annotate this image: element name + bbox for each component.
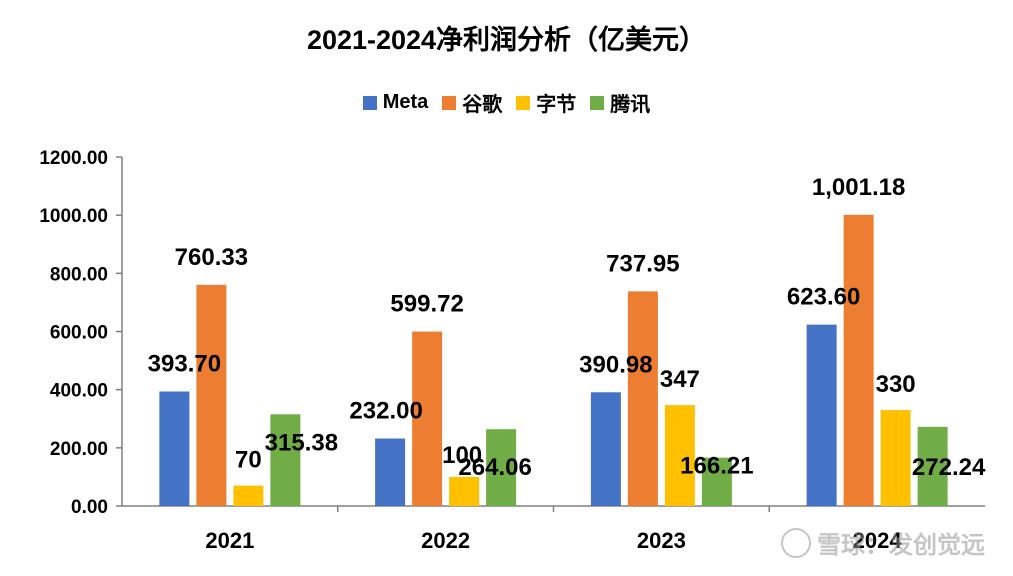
chart-title: 2021-2024净利润分析（亿美元）: [306, 25, 707, 55]
y-tick-label-4: 800.00: [50, 264, 108, 285]
watermark-text: 雪球：发创觉远: [817, 532, 985, 559]
watermark: 雪球：发创觉远: [781, 525, 985, 560]
data-label-Meta-2022: 232.00: [349, 398, 422, 425]
data-label-腾讯-2022: 264.06: [458, 454, 531, 481]
legend-swatch-2: [516, 95, 531, 110]
data-label-腾讯-2023: 166.21: [680, 453, 753, 480]
y-tick-label-3: 600.00: [50, 323, 108, 344]
bar-谷歌-2023: [627, 291, 658, 506]
snowball-logo-icon: [781, 527, 811, 558]
bar-Meta-2022: [375, 438, 406, 506]
data-label-谷歌-2021: 760.33: [175, 244, 248, 271]
x-tick-label-1: 2022: [421, 528, 470, 553]
legend-item-2: 字节: [516, 88, 576, 117]
data-label-Meta-2024: 623.60: [787, 284, 860, 311]
y-tick-label-2: 400.00: [50, 381, 108, 402]
data-label-腾讯-2024: 272.24: [912, 454, 986, 481]
legend-swatch-1: [442, 95, 457, 110]
legend-label-3: 腾讯: [610, 94, 651, 116]
bar-字节-2022: [449, 476, 480, 506]
bar-谷歌-2024: [843, 214, 874, 506]
bar-谷歌-2021: [196, 284, 227, 506]
x-tick-label-3: 2024: [853, 528, 903, 553]
y-tick-label-5: 1000.00: [39, 206, 108, 227]
bar-腾讯-2024: [917, 426, 948, 506]
x-tick-label-2: 2023: [637, 528, 686, 553]
legend-label-0: Meta: [382, 91, 429, 113]
bar-字节-2024: [880, 410, 911, 506]
bar-Meta-2024: [806, 324, 837, 506]
data-label-Meta-2021: 393.70: [148, 350, 221, 377]
legend-label-2: 字节: [536, 94, 577, 116]
legend: Meta 谷歌 字节 腾讯: [0, 88, 1013, 117]
y-tick-label-1: 200.00: [50, 439, 108, 460]
legend-item-1: 谷歌: [442, 88, 502, 117]
bar-腾讯-2021: [270, 414, 301, 506]
data-label-Meta-2023: 390.98: [579, 351, 652, 378]
bar-谷歌-2022: [412, 331, 443, 506]
data-label-谷歌-2022: 599.72: [390, 291, 463, 318]
y-tick-label-0: 0.00: [71, 497, 108, 518]
data-label-腾讯-2021: 315.38: [265, 429, 338, 456]
data-label-字节-2023: 347: [660, 366, 700, 393]
data-label-字节-2022: 100: [442, 442, 482, 469]
bar-Meta-2021: [159, 391, 190, 506]
bar-Meta-2023: [590, 392, 621, 506]
bar-腾讯-2022: [486, 429, 517, 506]
y-tick-label-6: 1200.00: [39, 148, 108, 169]
data-label-谷歌-2024: 1,001.18: [812, 174, 905, 201]
bar-字节-2021: [233, 485, 264, 506]
legend-swatch-0: [362, 95, 377, 110]
bar-字节-2023: [664, 405, 695, 506]
legend-item-3: 腾讯: [590, 88, 650, 117]
legend-item-0: Meta: [362, 88, 429, 117]
data-label-字节-2024: 330: [876, 371, 916, 398]
legend-swatch-3: [590, 95, 605, 110]
legend-label-1: 谷歌: [462, 94, 503, 116]
data-label-谷歌-2023: 737.95: [606, 250, 679, 277]
bar-腾讯-2023: [701, 457, 732, 506]
data-label-字节-2021: 70: [235, 447, 262, 474]
x-tick-label-0: 2021: [205, 528, 254, 553]
